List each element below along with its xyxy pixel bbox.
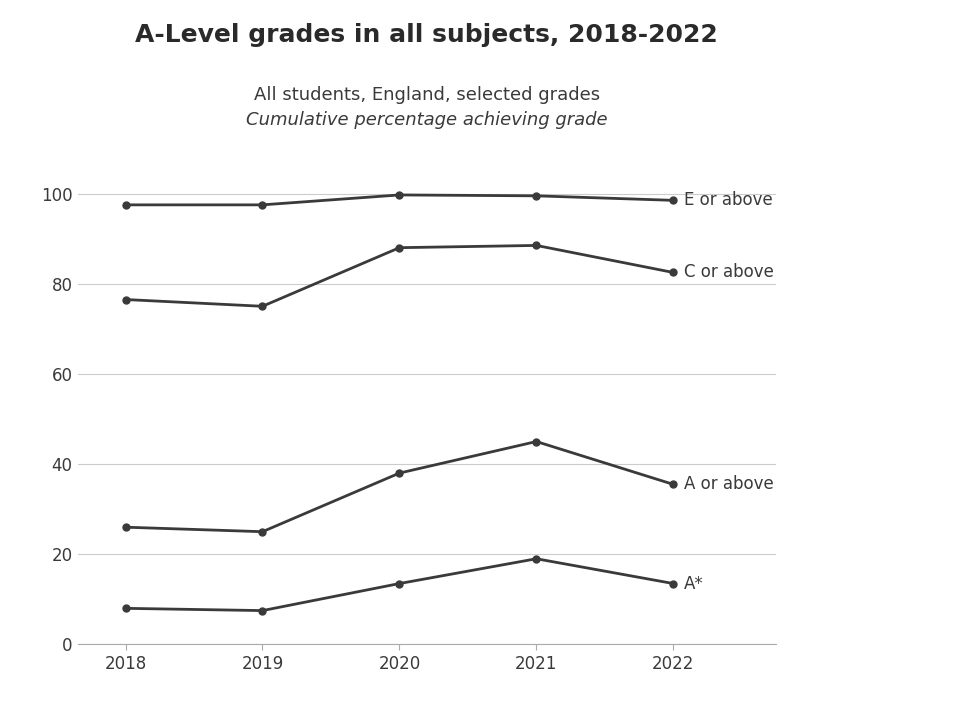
Text: A or above: A or above <box>683 475 773 493</box>
Text: E or above: E or above <box>683 191 772 209</box>
Text: Cumulative percentage achieving grade: Cumulative percentage achieving grade <box>246 111 607 129</box>
Text: A-Level grades in all subjects, 2018-2022: A-Level grades in all subjects, 2018-202… <box>136 22 717 47</box>
Text: C or above: C or above <box>683 263 773 281</box>
Text: A*: A* <box>683 574 703 593</box>
Text: All students, England, selected grades: All students, England, selected grades <box>254 86 599 104</box>
